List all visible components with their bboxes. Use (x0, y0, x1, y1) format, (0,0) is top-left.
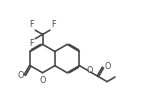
Text: O: O (86, 66, 93, 76)
Text: F: F (30, 39, 34, 48)
Text: F: F (51, 20, 56, 29)
Text: F: F (30, 20, 34, 29)
Text: O: O (104, 62, 111, 71)
Text: O: O (17, 71, 24, 80)
Text: O: O (39, 76, 46, 85)
